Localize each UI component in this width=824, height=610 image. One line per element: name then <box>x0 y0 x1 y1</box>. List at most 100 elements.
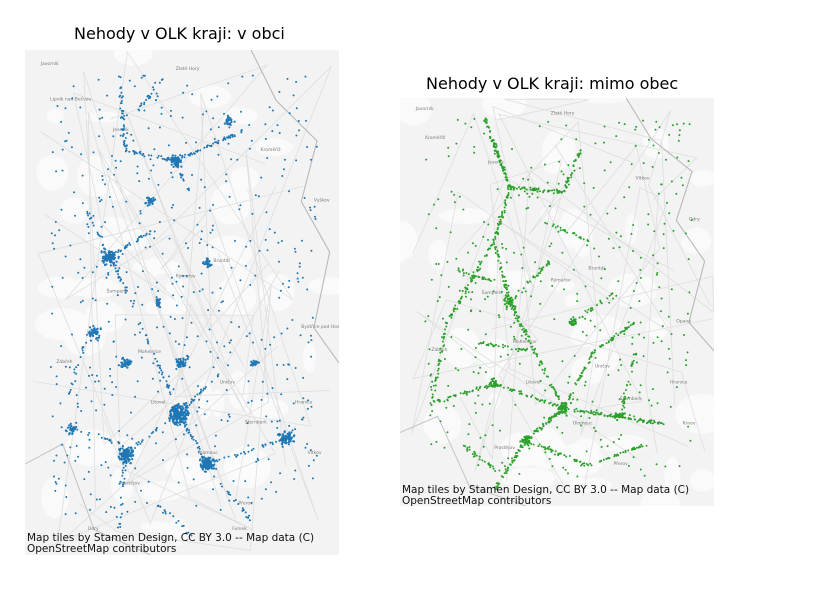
accident-point <box>229 117 232 120</box>
accident-point <box>118 75 120 78</box>
accident-point <box>66 426 70 429</box>
accident-point <box>627 464 630 467</box>
accident-point <box>619 415 622 418</box>
road-line <box>32 93 312 446</box>
accident-point <box>271 130 274 133</box>
accident-point <box>171 282 174 285</box>
accident-point <box>524 440 527 443</box>
accident-point <box>97 380 100 383</box>
accident-point <box>496 228 499 231</box>
accident-point <box>124 286 127 289</box>
accident-point <box>645 422 648 425</box>
accident-point <box>185 531 188 534</box>
accident-point <box>226 136 228 139</box>
accident-point <box>494 235 497 238</box>
accident-point <box>298 265 301 268</box>
accident-point <box>216 357 219 359</box>
accident-point <box>670 288 673 291</box>
accident-point <box>180 295 183 298</box>
accident-point <box>496 485 499 487</box>
accident-point <box>286 77 289 80</box>
accident-point <box>309 209 312 212</box>
accident-point <box>132 449 134 452</box>
accident-point <box>175 419 178 422</box>
accident-point <box>577 156 580 158</box>
accident-point <box>123 477 126 480</box>
accident-point <box>244 480 247 483</box>
accident-point <box>110 260 113 262</box>
accident-point <box>569 393 572 396</box>
land-patch <box>400 221 418 260</box>
accident-point <box>99 200 101 203</box>
accident-point <box>471 274 474 277</box>
accident-point <box>164 510 167 513</box>
accident-point <box>102 255 105 258</box>
accident-point <box>494 246 497 249</box>
accident-point <box>463 392 466 395</box>
accident-point <box>600 277 603 280</box>
accident-point <box>573 354 576 357</box>
accident-point <box>293 478 296 480</box>
accident-point <box>497 156 500 158</box>
accident-point <box>223 122 226 125</box>
accident-point <box>507 345 509 348</box>
accident-point <box>441 340 444 343</box>
accident-point <box>210 380 213 383</box>
land-patch <box>400 98 432 126</box>
accident-point <box>150 154 153 157</box>
accident-point <box>436 300 439 303</box>
accident-point <box>111 261 114 264</box>
accident-point <box>144 234 147 237</box>
accident-point <box>190 534 193 537</box>
accident-point <box>657 422 660 425</box>
accident-point <box>107 273 110 276</box>
accident-point <box>471 277 474 280</box>
road-line <box>83 71 222 508</box>
accident-point <box>161 431 164 434</box>
accident-point <box>177 166 179 169</box>
accident-point <box>534 347 537 350</box>
accident-point <box>283 158 286 161</box>
accident-point <box>125 114 128 117</box>
accident-point <box>124 469 127 472</box>
accident-point <box>177 265 180 268</box>
accident-point <box>507 302 510 305</box>
accident-point <box>583 182 586 185</box>
accident-point <box>668 357 671 360</box>
accident-point <box>149 158 152 161</box>
accident-point <box>196 446 199 449</box>
accident-point <box>206 400 209 403</box>
accident-point <box>511 148 513 151</box>
accident-point <box>513 321 516 324</box>
accident-point <box>536 355 538 358</box>
accident-point <box>238 325 240 328</box>
accident-point <box>562 466 565 469</box>
accident-point <box>229 351 232 354</box>
accident-point <box>295 159 298 162</box>
accident-point <box>226 420 229 422</box>
accident-point <box>75 444 78 447</box>
accident-point <box>268 228 271 231</box>
accident-point <box>271 109 274 112</box>
accident-point <box>171 407 174 410</box>
accident-point <box>205 257 209 260</box>
accident-point <box>183 421 185 424</box>
land-patch <box>442 327 481 368</box>
accident-point <box>657 152 660 154</box>
accident-point <box>50 232 53 235</box>
accident-point <box>472 455 475 458</box>
accident-point <box>632 353 635 356</box>
accident-point <box>79 106 82 109</box>
accident-point <box>153 352 156 355</box>
accident-point <box>124 150 127 153</box>
accident-point <box>254 274 257 277</box>
accident-point <box>428 348 431 351</box>
accident-point <box>106 94 109 97</box>
accident-point <box>514 297 517 300</box>
accident-point <box>551 465 554 468</box>
accident-point <box>493 142 496 145</box>
accident-point <box>536 427 539 430</box>
accident-point <box>608 294 611 297</box>
accident-point <box>197 450 200 453</box>
accident-point <box>566 180 569 183</box>
